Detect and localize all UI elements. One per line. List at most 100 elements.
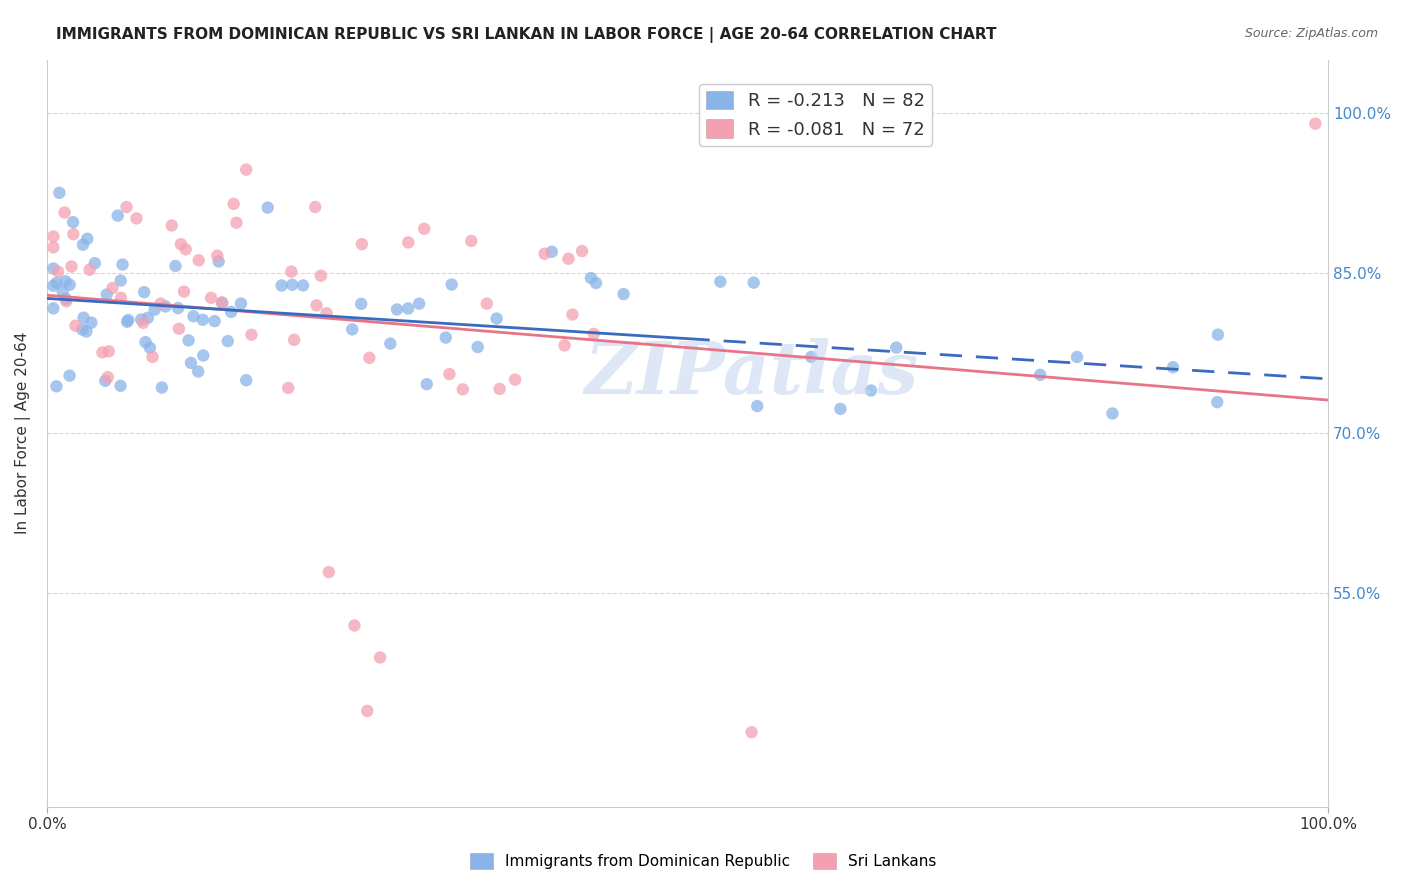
Point (177, 334, 200, 348)
Point (281, 277, 304, 292)
Point (42, 261, 65, 276)
Point (350, 297, 373, 311)
Point (80, 316, 103, 330)
Point (101, 281, 124, 295)
Point (292, 278, 315, 293)
Point (117, 313, 139, 327)
Point (193, 349, 215, 363)
Point (134, 285, 156, 300)
Point (229, 296, 252, 310)
Point (55, 294, 77, 309)
Point (217, 334, 239, 348)
Point (350, 237, 373, 252)
Point (76, 232, 98, 246)
Point (45, 379, 67, 393)
Point (396, 235, 419, 250)
Point (48, 186, 70, 200)
Point (413, 221, 436, 235)
Point (174, 243, 197, 257)
Point (59, 277, 82, 292)
Point (385, 302, 408, 317)
Point (91, 345, 114, 359)
Point (256, 201, 278, 215)
Point (557, 252, 579, 266)
Point (72, 310, 94, 325)
Point (187, 253, 209, 268)
Point (204, 314, 226, 328)
Point (741, 725, 763, 739)
Point (115, 200, 138, 214)
Point (150, 380, 173, 394)
Point (125, 211, 148, 226)
Point (187, 364, 209, 378)
Point (467, 340, 489, 354)
Point (219, 305, 242, 319)
Point (97, 370, 120, 384)
Point (270, 278, 292, 293)
Point (211, 296, 233, 310)
Legend: R = -0.213   N = 82, R = -0.081   N = 72: R = -0.213 N = 82, R = -0.081 N = 72 (699, 84, 932, 145)
Point (359, 351, 381, 365)
Point (207, 254, 229, 268)
Point (540, 244, 562, 259)
Point (42, 278, 65, 293)
Point (83, 256, 105, 270)
Point (709, 275, 731, 289)
Point (315, 306, 337, 320)
Point (183, 310, 205, 324)
Point (96, 287, 118, 301)
Point (75, 325, 97, 339)
Point (309, 268, 332, 283)
Point (170, 237, 193, 252)
Point (72, 237, 94, 252)
Legend: Immigrants from Dominican Republic, Sri Lankans: Immigrants from Dominican Republic, Sri … (464, 847, 942, 875)
Point (55, 274, 77, 288)
Point (475, 296, 498, 310)
Point (191, 312, 214, 326)
Point (280, 265, 302, 279)
Point (55, 292, 77, 306)
Point (132, 316, 155, 330)
Point (343, 618, 366, 632)
Point (136, 310, 159, 325)
Point (380, 336, 402, 351)
Text: ZIPatlas: ZIPatlas (585, 338, 918, 409)
Point (1206, 395, 1229, 409)
Point (460, 234, 482, 248)
Point (884, 341, 907, 355)
Point (167, 301, 190, 315)
Point (141, 350, 163, 364)
Point (416, 377, 439, 392)
Point (207, 249, 229, 263)
Point (62, 227, 84, 242)
Point (485, 311, 508, 326)
Y-axis label: In Labor Force | Age 20-64: In Labor Force | Age 20-64 (15, 332, 31, 534)
Point (60, 260, 83, 274)
Point (143, 302, 166, 317)
Point (110, 379, 132, 393)
Point (318, 565, 340, 579)
Point (408, 296, 430, 310)
Point (356, 704, 378, 718)
Text: IMMIGRANTS FROM DOMINICAN REPUBLIC VS SRI LANKAN IN LABOR FORCE | AGE 20-64 CORR: IMMIGRANTS FROM DOMINICAN REPUBLIC VS SR… (56, 27, 997, 43)
Point (46, 264, 69, 278)
Point (94, 374, 117, 388)
Point (42, 301, 65, 316)
Point (42, 229, 65, 244)
Point (434, 330, 457, 344)
Point (235, 162, 257, 177)
Point (115, 315, 138, 329)
Point (503, 373, 526, 387)
Point (45, 276, 67, 290)
Point (240, 327, 263, 342)
Point (1161, 360, 1184, 375)
Point (830, 401, 852, 416)
Point (533, 246, 555, 260)
Point (800, 350, 823, 364)
Point (180, 356, 202, 370)
Point (1305, 117, 1327, 131)
Point (110, 291, 132, 305)
Point (165, 259, 187, 273)
Point (585, 276, 607, 290)
Point (571, 244, 593, 258)
